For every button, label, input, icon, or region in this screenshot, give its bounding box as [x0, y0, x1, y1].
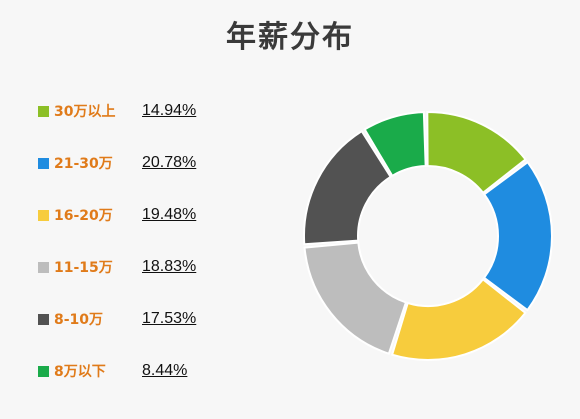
legend-label: 11-15万 — [54, 260, 113, 276]
donut-slice — [390, 277, 527, 361]
legend-value: 8.44% — [142, 362, 188, 379]
legend-swatch — [38, 313, 49, 325]
legend-swatch — [38, 105, 49, 117]
legend-value: 17.53% — [142, 310, 197, 327]
legend-swatch — [38, 157, 49, 169]
legend-label: 21-30万 — [54, 156, 113, 172]
legend-item: 30万以上 14.94% — [38, 98, 278, 124]
legend-value: 19.48% — [142, 206, 197, 223]
donut-slice — [303, 129, 392, 246]
donut-slice — [482, 160, 553, 312]
donut-slice — [426, 111, 527, 195]
legend-swatch — [38, 261, 49, 273]
donut-slices — [303, 111, 553, 361]
legend-item: 8-10万 17.53% — [38, 306, 278, 332]
chart-title: 年薪分布 — [226, 20, 354, 55]
legend-item: 11-15万 18.83% — [38, 254, 278, 280]
legend-label: 8-10万 — [54, 312, 104, 328]
legend-swatch — [38, 209, 49, 221]
legend-label: 16-20万 — [54, 208, 113, 224]
legend-label: 8万以下 — [54, 364, 106, 380]
legend-swatch — [38, 365, 49, 377]
donut-slice — [363, 111, 427, 178]
donut-slice — [303, 241, 408, 355]
legend-item: 21-30万 20.78% — [38, 150, 278, 176]
legend-value: 18.83% — [142, 258, 197, 275]
legend-value: 14.94% — [142, 102, 197, 119]
legend-label: 30万以上 — [54, 104, 116, 120]
legend-item: 16-20万 19.48% — [38, 202, 278, 228]
legend-value: 20.78% — [142, 154, 197, 171]
legend-item: 8万以下 8.44% — [38, 358, 278, 384]
